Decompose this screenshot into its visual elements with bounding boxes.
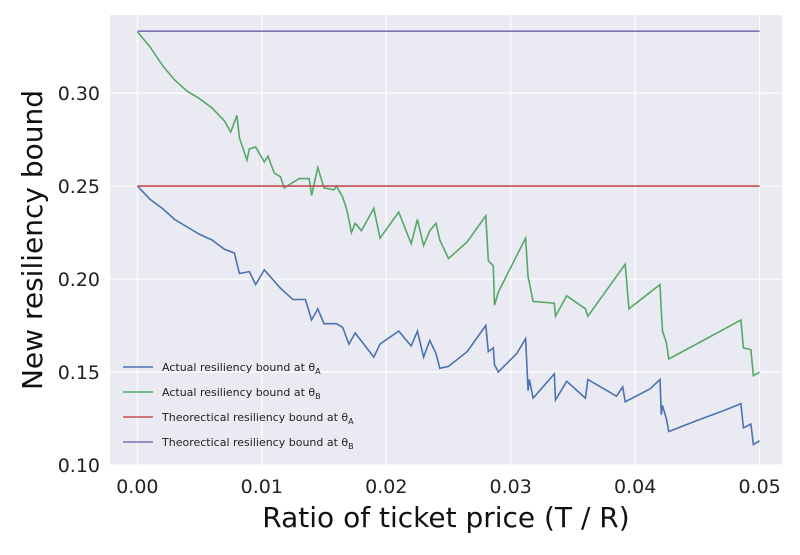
x-tick-label: 0.04 bbox=[614, 476, 656, 498]
plot-area bbox=[110, 15, 782, 465]
y-tick-label: 0.30 bbox=[58, 83, 100, 105]
y-tick-label: 0.10 bbox=[58, 455, 100, 477]
legend: Actual resiliency bound at θA Actual resi… bbox=[123, 361, 354, 451]
y-tick-label: 0.15 bbox=[58, 362, 100, 384]
legend-label: Theorectical resiliency bound at θA bbox=[161, 411, 354, 426]
legend-label: Theorectical resiliency bound at θB bbox=[161, 436, 354, 451]
tick-labels: 0.00 0.01 0.02 0.03 0.04 0.05 0.10 0.15 0.20 0.25… bbox=[58, 83, 781, 498]
legend-label: Actual resiliency bound at θA bbox=[162, 361, 321, 376]
y-axis-title: New resiliency bound bbox=[16, 90, 49, 390]
x-tick-label: 0.03 bbox=[490, 476, 532, 498]
series-lines bbox=[136, 30, 761, 446]
legend-label: Actual resiliency bound at θB bbox=[162, 386, 321, 401]
x-axis-title: Ratio of ticket price (T / R) bbox=[262, 501, 629, 534]
series-line-1 bbox=[136, 185, 761, 446]
y-tick-label: 0.25 bbox=[58, 176, 100, 198]
x-tick-label: 0.05 bbox=[738, 476, 780, 498]
x-tick-label: 0.02 bbox=[365, 476, 407, 498]
x-tick-label: 0.00 bbox=[116, 476, 158, 498]
series-line-2 bbox=[136, 31, 761, 378]
x-tick-label: 0.01 bbox=[241, 476, 283, 498]
y-tick-label: 0.20 bbox=[58, 269, 100, 291]
